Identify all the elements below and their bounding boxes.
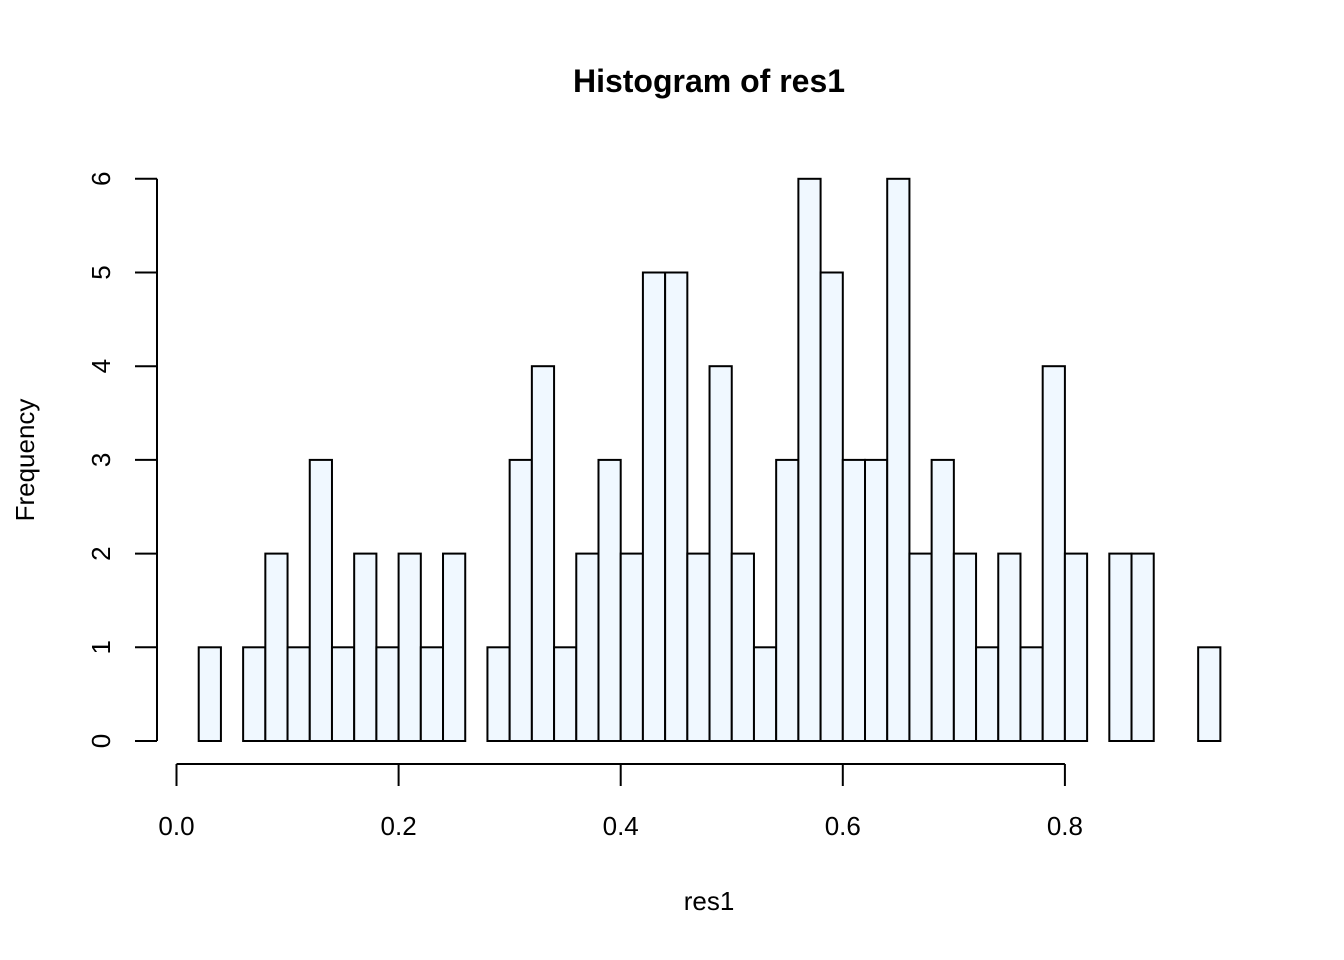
y-tick-label: 2 [86, 546, 116, 560]
histogram-bar [197, 646, 222, 742]
histogram-bar [841, 458, 867, 742]
histogram-bar [686, 552, 711, 742]
y-axis: 0 1 2 3 4 5 6 [86, 172, 158, 748]
histogram-bar [641, 271, 667, 742]
x-tick-label: 0.0 [158, 811, 194, 841]
y-tick-label: 5 [86, 265, 116, 279]
histogram-bar [553, 646, 578, 742]
histogram-bar [752, 646, 778, 742]
histogram-bar [1019, 646, 1044, 742]
histogram-bar [997, 552, 1022, 742]
x-tick-label: 0.4 [603, 811, 639, 841]
y-tick-label: 6 [86, 172, 116, 186]
y-tick-label: 4 [86, 359, 116, 373]
histogram-bar [486, 646, 511, 742]
histogram-bar [886, 177, 911, 743]
histogram-bar [508, 458, 533, 742]
histogram-bar [1130, 552, 1155, 742]
histogram-bar [330, 646, 356, 742]
histogram-bar [597, 458, 622, 742]
x-tick-label: 0.6 [825, 811, 861, 841]
histogram-bar [353, 552, 378, 742]
histogram-bar [1197, 646, 1222, 742]
histogram-bar [442, 552, 467, 742]
histogram-bar [242, 646, 267, 742]
histogram-bar [730, 552, 755, 742]
histogram-bar [664, 271, 689, 742]
x-tick-label: 0.8 [1047, 811, 1083, 841]
histogram-bar [264, 552, 289, 742]
y-tick-label: 1 [86, 640, 116, 654]
x-axis-label: res1 [684, 886, 735, 916]
y-tick-label: 0 [86, 734, 116, 748]
histogram-bar [375, 646, 400, 742]
histogram-bar [775, 458, 800, 742]
histogram-bar [530, 365, 556, 742]
histogram-bar [819, 271, 844, 742]
histogram-bar [575, 552, 600, 742]
histogram-bar [308, 458, 333, 742]
histogram-bar [975, 646, 1000, 742]
histogram-bar [286, 646, 311, 742]
x-tick-label: 0.2 [381, 811, 417, 841]
histogram-bar [708, 365, 733, 742]
histogram-bar [908, 552, 933, 742]
histogram-bar [930, 458, 955, 742]
histogram-bar [797, 177, 822, 743]
histogram-bar [864, 458, 889, 742]
histogram-bar [1108, 552, 1133, 742]
bars-group [197, 177, 1222, 743]
x-axis: 0.0 0.2 0.4 0.6 0.8 [158, 763, 1083, 841]
chart-title: Histogram of res1 [573, 63, 845, 99]
y-tick-label: 3 [86, 453, 116, 467]
histogram-bar [952, 552, 978, 742]
y-axis-label: Frequency [10, 399, 40, 522]
histogram-bar [1063, 552, 1089, 742]
histogram-bar [619, 552, 644, 742]
histogram-bar [397, 552, 422, 742]
histogram-bar [419, 646, 445, 742]
histogram-bar [1041, 365, 1066, 742]
